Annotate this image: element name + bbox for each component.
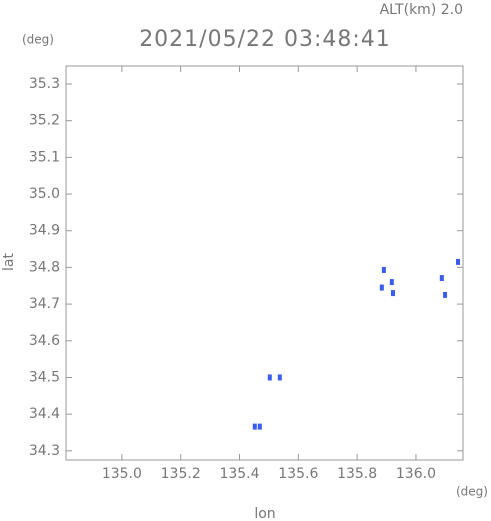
y-axis-label: lat	[1, 253, 17, 271]
x-tick-label: 135.0	[102, 466, 142, 482]
x-tick-label: 135.2	[161, 466, 201, 482]
y-tick-label: 35.1	[29, 149, 60, 165]
echo-point	[257, 423, 262, 430]
x-tick-label: 135.6	[278, 466, 318, 482]
y-tick-label: 34.8	[29, 259, 60, 275]
y-tick-label: 34.5	[29, 369, 60, 385]
echo-point	[277, 374, 282, 381]
echo-point	[456, 258, 461, 265]
echo-point	[439, 275, 444, 282]
echo-point	[391, 290, 396, 297]
y-tick-label: 34.7	[29, 296, 60, 312]
y-unit: (deg)	[22, 33, 54, 47]
y-tick-label: 34.3	[29, 443, 60, 459]
echo-point	[443, 291, 448, 298]
chart-title: 2021/05/22 03:48:41	[139, 27, 391, 52]
echo-point	[252, 423, 257, 430]
plot-frame	[65, 65, 464, 461]
y-tick-label: 35.3	[29, 76, 60, 92]
x-tick-label: 135.4	[219, 466, 259, 482]
echo-point	[381, 266, 386, 273]
y-tick-label: 35.2	[29, 113, 60, 129]
x-tick-label: 136.0	[396, 466, 436, 482]
echo-point	[267, 374, 272, 381]
x-axis-label: lon	[254, 506, 275, 521]
x-unit: (deg)	[456, 485, 488, 499]
y-tick-label: 34.6	[29, 333, 60, 349]
echo-point	[389, 279, 394, 286]
altitude-label: ALT(km) 2.0	[380, 2, 463, 18]
x-tick-label: 135.8	[337, 466, 377, 482]
y-tick-label: 34.4	[29, 406, 60, 422]
y-tick-label: 34.9	[29, 223, 60, 239]
y-tick-label: 35.0	[29, 186, 60, 202]
echo-point	[379, 284, 384, 291]
